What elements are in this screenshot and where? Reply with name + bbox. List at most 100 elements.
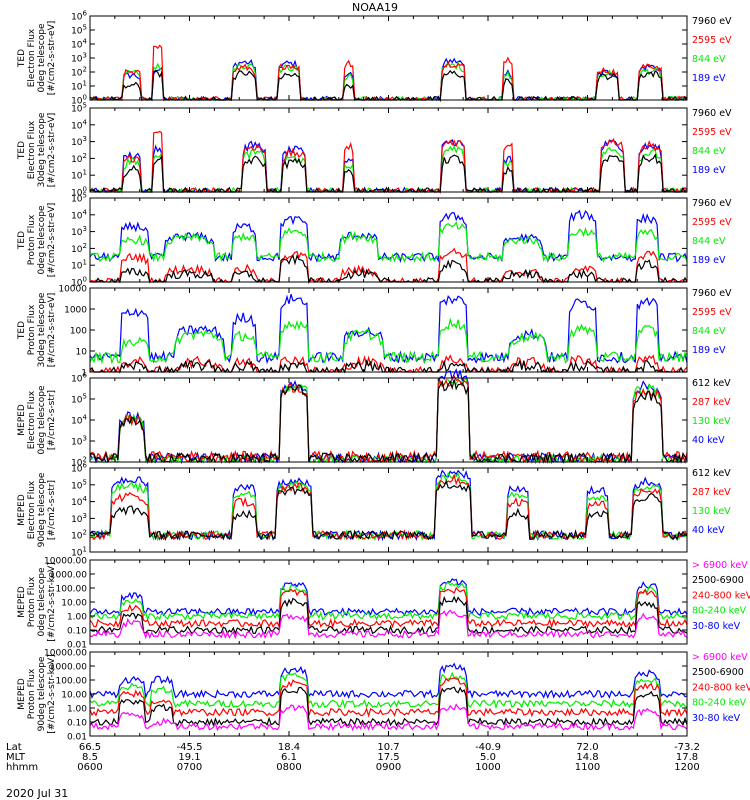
y-tick-label: 102 <box>71 66 87 79</box>
footer-value: 14.8 <box>576 752 598 763</box>
series-line-5-2 <box>89 375 688 465</box>
y-tick-label: 103 <box>71 512 87 525</box>
y-tick-label: 10 <box>76 348 88 358</box>
footer-value: 0700 <box>177 762 202 773</box>
y-axis-label-line: [#/cm2-s-str-eV] <box>47 293 57 368</box>
y-axis-label-line: [#/cm2-s-str-keV] <box>47 562 57 641</box>
series-line-8-5 <box>89 662 688 700</box>
footer-value: 66.5 <box>79 742 101 753</box>
y-axis-label-line: MEPED <box>17 494 27 526</box>
y-tick-label: 100.00 <box>56 677 88 687</box>
legend-entry: 240-800 keV <box>692 590 750 601</box>
y-axis-label-line: Proton Flux <box>27 668 37 719</box>
y-axis-label-line: Electron Flux <box>27 28 37 87</box>
y-axis-label-line: 30deg telescope <box>37 292 47 367</box>
series-line-6-2 <box>89 473 688 541</box>
y-tick-label: 1.00 <box>67 705 87 715</box>
footer-value: 72.0 <box>576 742 598 753</box>
series-line-4-3 <box>89 317 688 365</box>
y-axis-label-line: Proton Flux <box>27 214 37 265</box>
y-tick-label: 1000 <box>64 306 87 316</box>
y-axis-label-line: 30deg telescope <box>37 112 47 187</box>
footer-value: 0900 <box>376 762 401 773</box>
legend-entry: 2595 eV <box>692 127 732 138</box>
y-axis-label-line: 90deg telescope <box>37 472 47 547</box>
footer-value: 19.1 <box>178 752 200 763</box>
y-tick-label: 104 <box>71 495 87 508</box>
chart-title: NOAA19 <box>352 1 398 14</box>
y-tick-label: 103 <box>71 135 87 148</box>
panel-7: 0.01 0.10 1.00 10.00 100.00 1000.00 10000.00 ME… <box>17 557 750 651</box>
legend-entry: 189 eV <box>692 73 726 84</box>
series-line-5-1 <box>89 379 688 465</box>
y-axis-label-line: MEPED <box>17 404 27 436</box>
legend-entry: 2595 eV <box>692 217 732 228</box>
y-axis-label-line: [#/cm2-s-str] <box>47 480 57 540</box>
y-axis-label-line: [#/cm2-s-str-eV] <box>47 113 57 188</box>
y-tick-label: 0.10 <box>67 719 87 729</box>
series-line-6-1 <box>89 479 688 542</box>
footer-value: 17.5 <box>377 752 399 763</box>
y-axis-label-line: MEPED <box>17 586 27 618</box>
y-tick-label: 104 <box>71 118 87 131</box>
y-tick-label: 106 <box>71 372 87 385</box>
footer-value: -45.5 <box>177 742 203 753</box>
y-axis-label-line: Electron Flux <box>27 120 37 179</box>
footer-value: 17.8 <box>676 752 698 763</box>
y-axis-label-line: TED <box>17 49 27 68</box>
legend-entry: 2500-6900 <box>692 667 744 678</box>
y-tick-label: 101 <box>71 80 87 93</box>
series-line-2-1 <box>89 153 687 194</box>
series-line-7-1 <box>89 609 688 640</box>
y-tick-label: 0.01 <box>67 733 87 743</box>
footer-value: 1100 <box>575 762 600 773</box>
footer-value: 1200 <box>674 762 699 773</box>
y-tick-label: 102 <box>71 152 87 165</box>
series-line-5-4 <box>89 368 688 465</box>
footer-value: 5.0 <box>480 752 496 763</box>
series-line-2-2 <box>89 130 688 194</box>
legend-entry: 30-80 keV <box>692 713 741 724</box>
legend-entry: 2500-6900 <box>692 575 744 586</box>
footer-value: 18.4 <box>278 742 300 753</box>
y-tick-label: 10000.00 <box>44 649 87 659</box>
y-tick-label: 104 <box>71 414 87 427</box>
footer-row-label: Lat <box>6 742 22 753</box>
y-axis-label-line: [#/cm2-s-str] <box>47 390 57 450</box>
y-tick-label: 105 <box>71 478 87 491</box>
series-line-2-4 <box>89 138 688 194</box>
y-axis-label-line: TED <box>17 231 27 250</box>
legend-entry: 612 keV <box>692 468 731 479</box>
legend-entry: 130 keV <box>692 416 731 427</box>
panel-frame <box>89 377 688 463</box>
y-axis-label-line: 90deg telescope <box>37 656 47 731</box>
y-tick-label: 105 <box>71 393 87 406</box>
legend-entry: 844 eV <box>692 236 726 247</box>
y-axis-label-line: 0deg telescope <box>37 385 47 455</box>
panel-4: 1 10 100 1000 10000 TED Proton Flux 30deg teles… <box>17 285 732 379</box>
y-axis-label-line: Electron Flux <box>27 390 37 449</box>
legend-entry: > 6900 keV <box>692 560 748 571</box>
footer-value: 8.5 <box>82 752 98 763</box>
footer-value: 6.1 <box>281 752 297 763</box>
series-line-6-3 <box>89 471 688 542</box>
series-line-2-3 <box>89 145 687 194</box>
y-tick-label: 100.00 <box>56 585 88 595</box>
panel-frame <box>89 107 688 193</box>
legend-entry: 7960 eV <box>692 288 732 299</box>
panel-8: 0.01 0.10 1.00 10.00 100.00 1000.00 10000.00 ME… <box>17 649 750 743</box>
legend-entry: 80-240 keV <box>692 606 747 617</box>
y-tick-label: 1000.00 <box>50 663 87 673</box>
legend-entry: 40 keV <box>692 435 725 446</box>
series-line-8-3 <box>89 677 688 718</box>
y-tick-label: 102 <box>71 242 87 255</box>
y-tick-label: 103 <box>71 435 87 448</box>
y-tick-label: 103 <box>71 225 87 238</box>
series-line-8-4 <box>89 671 688 710</box>
legend-entry: 80-240 keV <box>692 698 747 709</box>
series-line-7-3 <box>89 586 688 629</box>
series-line-7-4 <box>89 581 688 622</box>
legend-entry: 612 keV <box>692 378 731 389</box>
